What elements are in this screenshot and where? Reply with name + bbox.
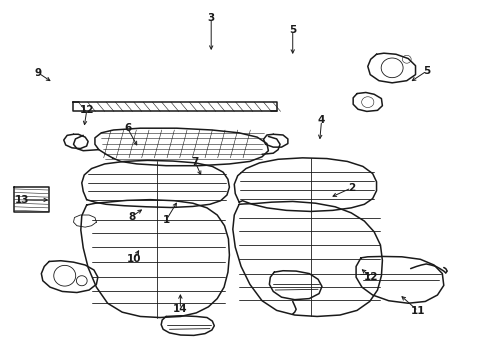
Text: 12: 12 [80,104,94,114]
Text: 11: 11 [411,306,425,316]
Text: 9: 9 [35,68,42,78]
Text: 4: 4 [318,116,325,126]
Text: 12: 12 [364,272,379,282]
Text: 7: 7 [192,157,199,167]
Text: 14: 14 [173,304,188,314]
Text: 6: 6 [124,123,131,134]
Text: 8: 8 [128,212,135,222]
Text: 5: 5 [423,66,431,76]
Text: 10: 10 [126,255,141,264]
Text: 2: 2 [348,183,355,193]
Text: 5: 5 [289,25,296,35]
Text: 1: 1 [163,215,170,225]
Text: 3: 3 [208,13,215,23]
Text: 13: 13 [15,195,29,205]
